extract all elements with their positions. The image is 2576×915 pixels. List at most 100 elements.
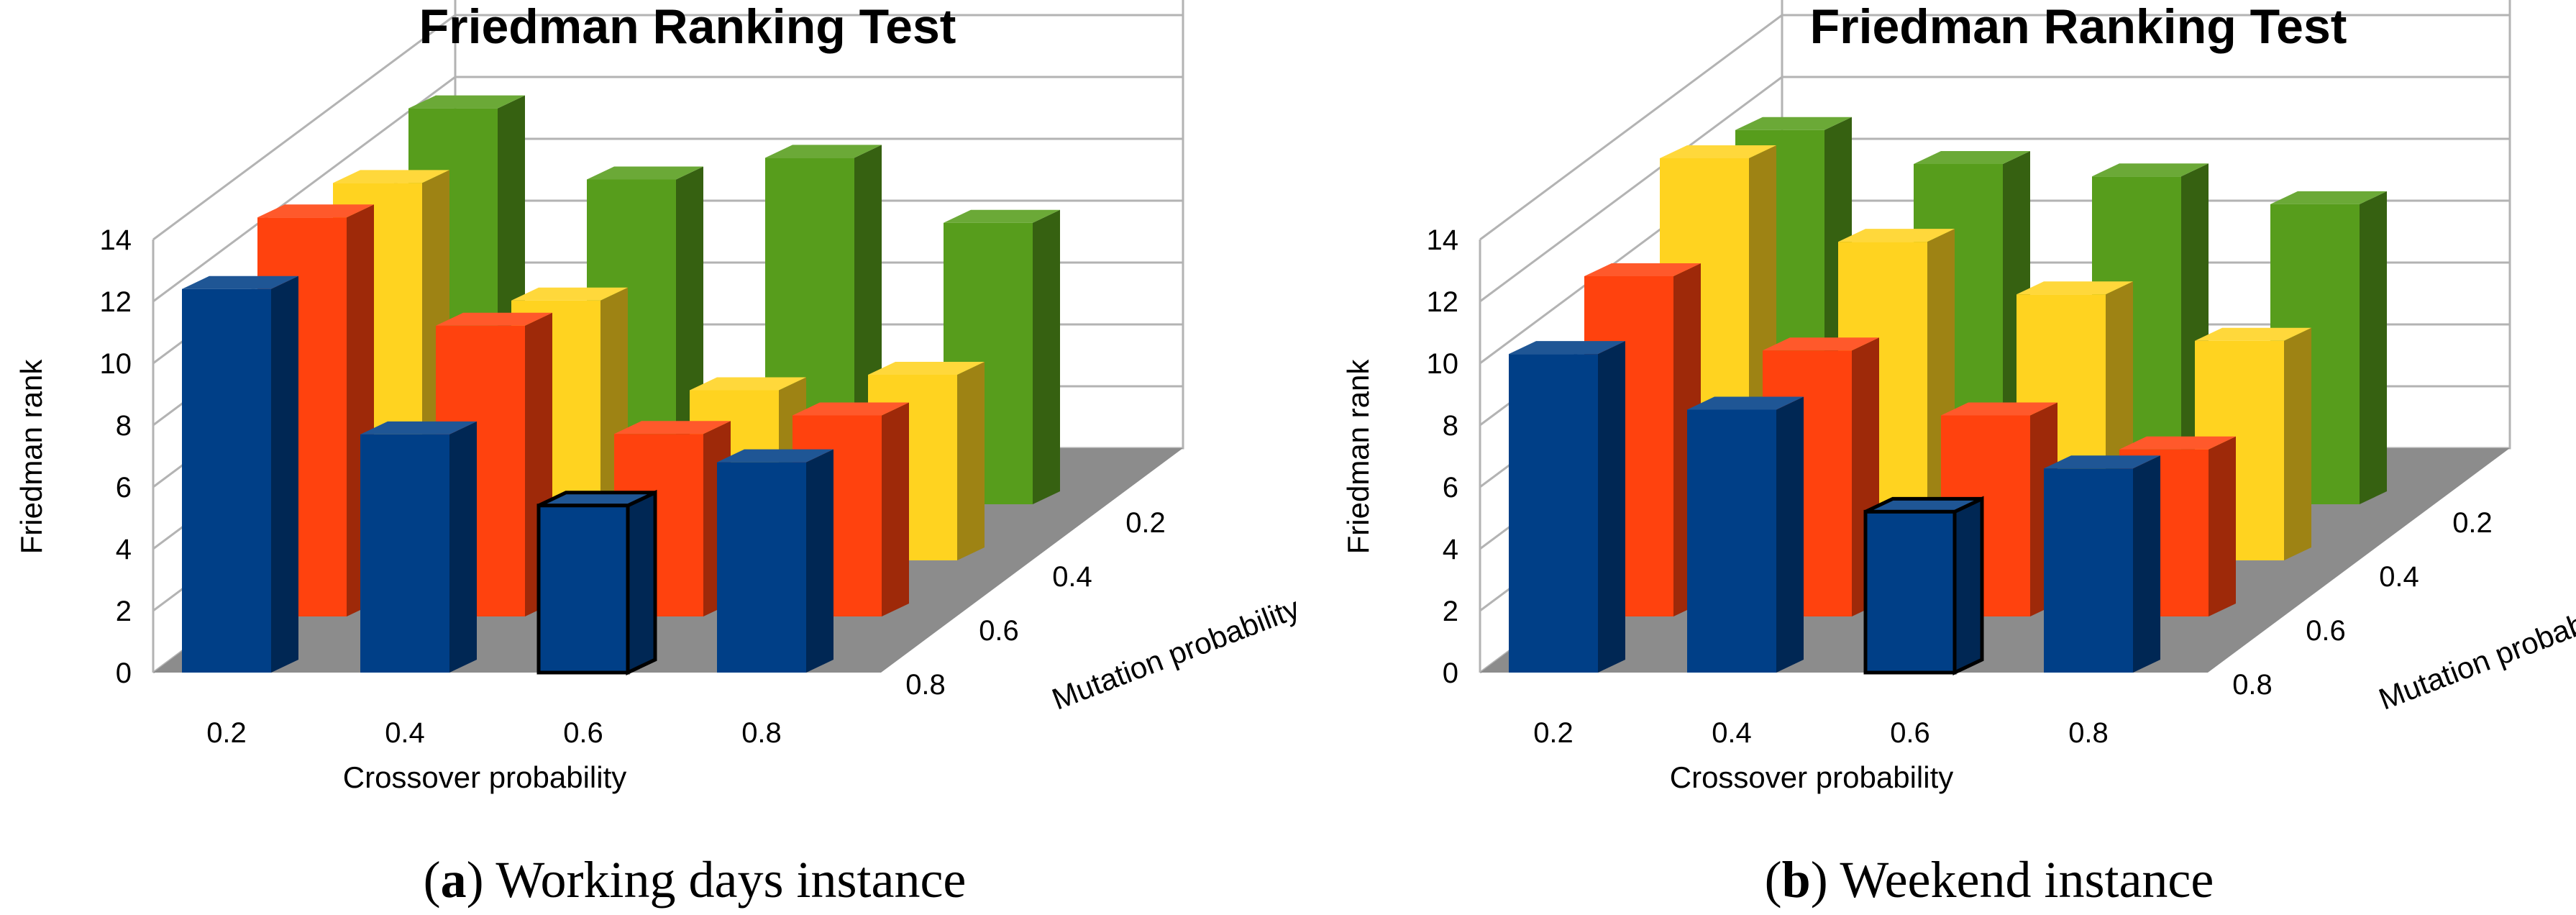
- x-axis-label: Crossover probability: [1670, 760, 1954, 794]
- bar-top: [1687, 396, 1804, 410]
- bar-0.8-0.6: [1863, 496, 1984, 675]
- panel-caption-text: Working days instance: [495, 851, 966, 909]
- depth-tick-label: 0.2: [2452, 507, 2493, 539]
- y-tick-label: 0: [116, 657, 132, 689]
- x-tick-label: 0.6: [563, 717, 603, 749]
- depth-axis-label: Mutation probability: [2374, 591, 2576, 716]
- depth-tick-label: 0.8: [2232, 669, 2273, 701]
- depth-tick-label: 0.4: [1052, 561, 1092, 593]
- bar-top: [765, 145, 882, 158]
- y-tick-label: 10: [100, 348, 132, 380]
- y-tick-label: 4: [1443, 534, 1458, 565]
- bar-top: [1584, 263, 1701, 276]
- panel-caption: (b) Weekend instance: [1765, 851, 2214, 909]
- chart-panel-working-days: 0 2 4 6 8 10 12 14 0.2 0.4 0.6 0.8 0.8 0.6 0.4 0.2 Fried…: [14, 0, 1304, 909]
- bar-side: [271, 276, 298, 673]
- bar-front: [717, 462, 806, 673]
- bar-front: [360, 434, 449, 673]
- bar-front: [1687, 409, 1776, 673]
- bar-top: [2270, 191, 2387, 204]
- bar-top: [2092, 163, 2209, 177]
- depth-axis-label: Mutation probability: [1047, 591, 1304, 716]
- bar-top: [182, 276, 298, 289]
- chart-title: Friedman Ranking Test: [419, 0, 956, 54]
- bar-0.8-0.4: [1687, 396, 1804, 673]
- x-axis-label: Crossover probability: [343, 760, 627, 794]
- bar-top: [2119, 436, 2236, 450]
- bar-top: [333, 170, 449, 183]
- bar-top: [511, 287, 628, 301]
- bar-0.8-0.8: [717, 449, 833, 673]
- bar-0.8-0.6: [536, 489, 657, 675]
- depth-tick-label: 0.4: [2379, 561, 2419, 593]
- y-tick-label: 12: [1427, 286, 1459, 318]
- bar-side: [882, 402, 909, 616]
- bar-top: [944, 209, 1060, 223]
- bar-side: [626, 489, 657, 675]
- bar-top: [587, 166, 703, 180]
- bar-top: [1735, 117, 1852, 130]
- depth-tick-label: 0.2: [1125, 507, 1166, 539]
- x-tick-label: 0.4: [1712, 717, 1752, 749]
- bar-side: [806, 449, 833, 673]
- depth-tick-label: 0.6: [979, 615, 1019, 647]
- depth-tick-label: 0.6: [2306, 615, 2346, 647]
- panel-caption-text: Weekend instance: [1840, 851, 2214, 909]
- bar-top: [1509, 341, 1625, 355]
- x-tick-label: 0.4: [385, 717, 425, 749]
- chart-title: Friedman Ranking Test: [1810, 0, 2347, 54]
- bar-top: [1838, 229, 1955, 242]
- bar-front: [182, 288, 271, 673]
- side-grid-line: [152, 76, 456, 303]
- bar-side: [2209, 436, 2236, 616]
- bar-front: [1863, 509, 1957, 675]
- bar-top: [2044, 455, 2160, 469]
- side-grid-line: [152, 14, 456, 241]
- bar-0.8-0.4: [360, 421, 477, 673]
- panel-caption: (a) Working days instance: [424, 851, 967, 909]
- bar-top: [408, 95, 525, 109]
- y-axis-label: Friedman rank: [1341, 359, 1375, 555]
- y-tick-label: 6: [116, 472, 132, 504]
- bar-side: [2133, 455, 2160, 673]
- y-tick-label: 10: [1427, 348, 1459, 380]
- y-tick-label: 12: [100, 286, 132, 318]
- y-tick-label: 8: [1443, 410, 1458, 442]
- bar-0.8-0.2: [182, 276, 298, 673]
- bar-front: [536, 504, 630, 675]
- bar-side: [1033, 209, 1060, 504]
- bar-top: [436, 312, 552, 326]
- bar-0.8-0.2: [1509, 341, 1625, 673]
- depth-tick-label: 0.8: [905, 669, 946, 701]
- y-tick-label: 2: [116, 596, 132, 627]
- bar-top: [690, 377, 806, 391]
- bar-side: [1598, 341, 1625, 673]
- y-tick-label: 14: [1427, 224, 1459, 256]
- bar-top: [868, 362, 985, 375]
- side-grid-line: [1479, 14, 1783, 241]
- bar-side: [1776, 396, 1804, 673]
- y-tick-label: 8: [116, 410, 132, 442]
- y-tick-label: 0: [1443, 657, 1458, 689]
- bar-top: [614, 421, 731, 434]
- bar-front: [2044, 468, 2133, 673]
- y-tick-label: 2: [1443, 596, 1458, 627]
- bar-side: [1952, 496, 1984, 675]
- y-axis-label: Friedman rank: [14, 359, 48, 555]
- bar-front: [1509, 354, 1598, 673]
- y-tick-label: 4: [116, 534, 132, 565]
- bar-top: [793, 402, 909, 416]
- x-tick-label: 0.8: [2068, 717, 2109, 749]
- panel-letter: a: [441, 851, 467, 909]
- bar-top: [2195, 327, 2311, 341]
- bar-top: [1941, 402, 2057, 416]
- bar-top: [257, 204, 374, 218]
- bar-side: [2284, 327, 2311, 560]
- bar-top: [1660, 145, 1776, 158]
- x-tick-label: 0.6: [1890, 717, 1930, 749]
- panel-letter: b: [1782, 851, 1811, 909]
- x-tick-label: 0.2: [1533, 717, 1574, 749]
- bar-top: [360, 421, 477, 434]
- bar-side: [2360, 191, 2387, 504]
